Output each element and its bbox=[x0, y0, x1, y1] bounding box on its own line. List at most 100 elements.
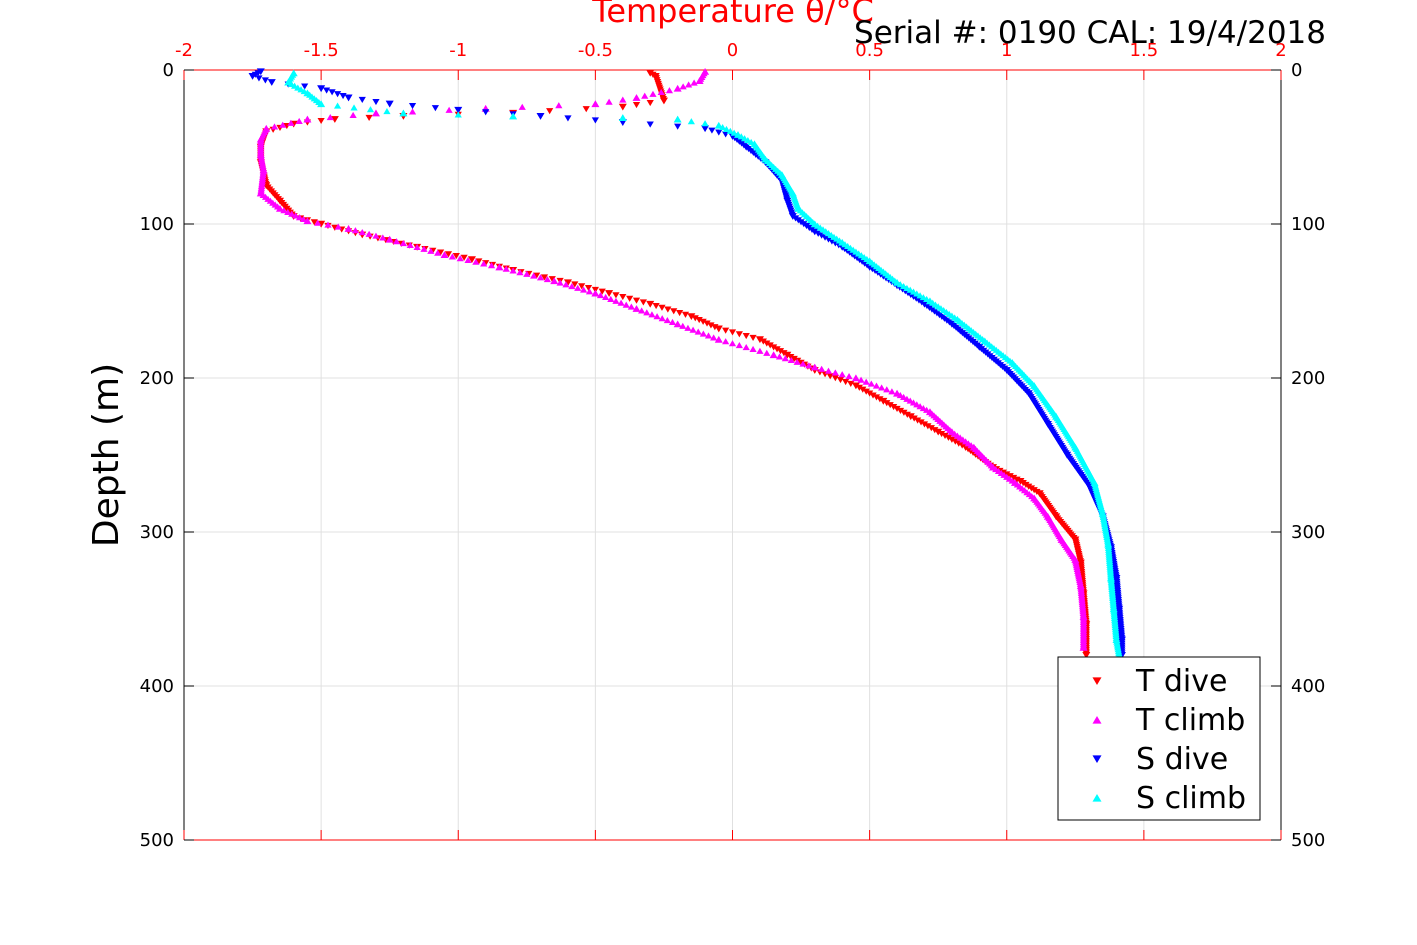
data-point bbox=[464, 256, 472, 263]
data-point bbox=[847, 380, 855, 388]
data-point bbox=[799, 360, 807, 367]
data-point bbox=[564, 279, 572, 286]
data-point bbox=[344, 94, 353, 101]
data-point bbox=[793, 358, 801, 365]
data-point bbox=[1013, 476, 1021, 483]
data-point bbox=[643, 309, 651, 316]
data-point bbox=[437, 249, 445, 256]
data-point bbox=[556, 279, 564, 286]
data-point bbox=[602, 293, 610, 301]
x-axis: -2 -1.5 -1 -0.5 0 0.5 1 1.5 2 bbox=[175, 40, 1287, 840]
data-point bbox=[790, 355, 798, 362]
data-point bbox=[288, 210, 296, 217]
data-point bbox=[781, 355, 789, 362]
legend-label: S dive bbox=[1136, 742, 1228, 777]
data-point bbox=[270, 123, 279, 130]
y-tick-label-right: 500 bbox=[1291, 830, 1325, 851]
data-point bbox=[699, 330, 707, 337]
legend-label: T dive bbox=[1135, 664, 1227, 699]
data-point bbox=[773, 346, 781, 353]
y-tick-label-right: 0 bbox=[1291, 60, 1302, 81]
data-point bbox=[440, 251, 449, 258]
data-point bbox=[742, 343, 750, 351]
x-tick-label: -2 bbox=[175, 40, 193, 61]
data-point bbox=[358, 228, 366, 236]
data-point bbox=[303, 116, 312, 123]
data-point bbox=[735, 331, 743, 338]
data-point bbox=[584, 285, 593, 292]
data-point bbox=[838, 371, 846, 378]
legend-marker bbox=[1092, 793, 1102, 802]
data-point bbox=[730, 129, 738, 136]
data-point bbox=[317, 117, 325, 125]
data-point bbox=[639, 299, 647, 306]
data-point bbox=[749, 334, 757, 341]
data-point bbox=[852, 374, 860, 381]
data-point bbox=[646, 301, 654, 308]
data-point bbox=[518, 103, 526, 110]
data-point bbox=[855, 384, 863, 391]
data-point bbox=[653, 313, 661, 320]
data-point bbox=[775, 353, 784, 360]
data-point bbox=[665, 87, 674, 94]
data-point bbox=[1082, 652, 1090, 659]
data-point bbox=[324, 221, 332, 228]
data-point bbox=[372, 232, 380, 239]
data-point bbox=[811, 363, 819, 371]
data-point bbox=[679, 322, 687, 329]
data-point bbox=[350, 104, 358, 111]
data-point bbox=[756, 347, 764, 354]
chart-title: Temperature θ/°C bbox=[591, 0, 874, 30]
data-point bbox=[931, 427, 939, 434]
data-point bbox=[379, 234, 387, 241]
data-point bbox=[708, 127, 716, 134]
data-point bbox=[482, 109, 490, 116]
data-point bbox=[685, 81, 693, 88]
data-point bbox=[910, 415, 918, 422]
data-point bbox=[852, 382, 860, 389]
data-point bbox=[674, 116, 682, 123]
data-point bbox=[711, 324, 719, 331]
data-point bbox=[664, 306, 672, 313]
data-point bbox=[842, 378, 850, 386]
data-point bbox=[383, 108, 391, 115]
data-point bbox=[619, 104, 627, 111]
data-point bbox=[787, 356, 795, 364]
data-point bbox=[598, 288, 606, 295]
data-point bbox=[824, 236, 833, 243]
data-point bbox=[657, 88, 665, 96]
data-point bbox=[878, 384, 886, 391]
data-point bbox=[568, 283, 576, 290]
x-tick-label: 2 bbox=[1275, 40, 1286, 61]
data-point bbox=[480, 260, 488, 267]
data-point bbox=[710, 334, 718, 341]
data-point bbox=[372, 109, 380, 116]
data-point bbox=[920, 421, 929, 428]
data-point bbox=[543, 276, 551, 283]
data-point bbox=[780, 350, 788, 357]
data-point bbox=[690, 79, 698, 86]
data-point bbox=[938, 430, 946, 438]
data-point bbox=[649, 90, 657, 97]
data-point bbox=[287, 119, 295, 126]
data-point bbox=[627, 303, 635, 310]
data-point bbox=[612, 297, 620, 304]
data-point bbox=[619, 119, 627, 126]
data-point bbox=[580, 286, 588, 293]
data-point bbox=[770, 344, 778, 351]
data-point bbox=[323, 87, 331, 94]
data-point bbox=[668, 318, 677, 326]
series-t-climb bbox=[256, 67, 1088, 651]
x-tick-label: 0 bbox=[727, 40, 738, 61]
data-point bbox=[883, 386, 891, 393]
data-point bbox=[268, 79, 276, 86]
data-point bbox=[475, 258, 483, 265]
data-point bbox=[279, 121, 287, 128]
data-point bbox=[749, 345, 757, 353]
data-point bbox=[715, 325, 723, 332]
data-point bbox=[578, 283, 586, 290]
data-point bbox=[254, 70, 262, 77]
data-point bbox=[857, 376, 865, 383]
data-point bbox=[699, 318, 707, 325]
data-point bbox=[674, 320, 682, 327]
